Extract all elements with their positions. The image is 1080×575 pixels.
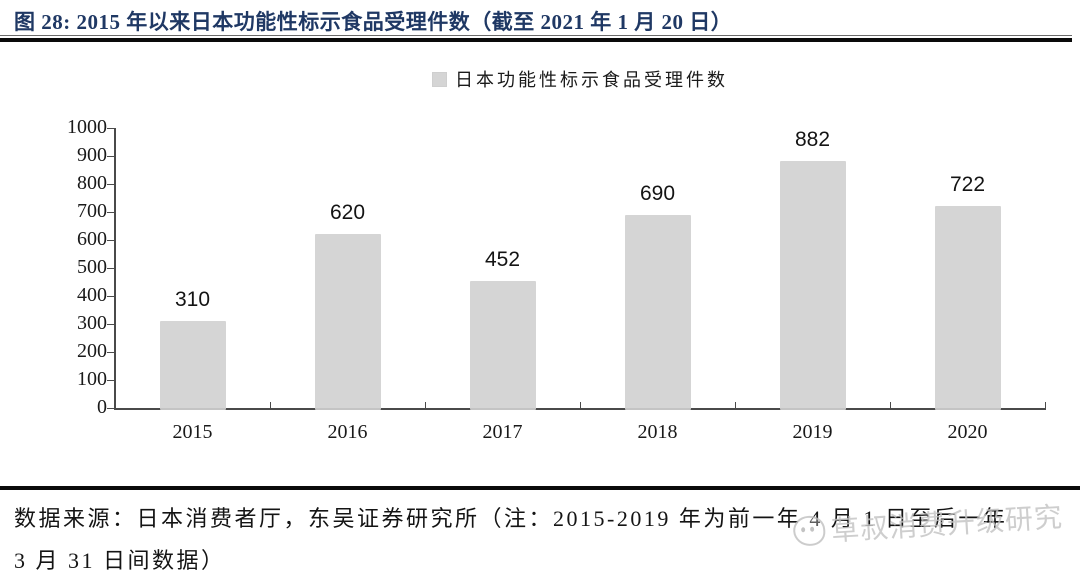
bar xyxy=(779,161,846,410)
y-tick-label: 200 xyxy=(77,340,107,362)
y-tick-mark xyxy=(107,239,114,241)
legend-swatch xyxy=(432,71,447,87)
x-tick-label: 2018 xyxy=(637,421,678,443)
legend-label: 日本功能性标示食品受理件数 xyxy=(455,70,728,90)
source-note: 数据来源：日本消费者厅，东吴证券研究所（注：2015-2019 年为前一年 4 … xyxy=(14,498,1064,575)
y-tick-label: 1000 xyxy=(67,116,107,138)
y-tick-mark xyxy=(107,155,114,157)
bar xyxy=(469,281,536,410)
y-tick-label: 400 xyxy=(77,284,107,306)
source-note-line2: 3 月 31 日间数据） xyxy=(14,548,226,573)
bar-value-label: 882 xyxy=(794,128,831,152)
x-tick-label: 2017 xyxy=(482,421,523,443)
y-tick-mark xyxy=(107,295,114,297)
y-tick-label: 0 xyxy=(97,396,107,418)
x-tick-label: 2019 xyxy=(792,421,833,443)
x-tick-label: 2020 xyxy=(947,421,988,443)
bar xyxy=(624,214,691,410)
y-tick-mark xyxy=(107,267,114,269)
y-tick-label: 600 xyxy=(77,228,107,250)
figure-title: 图 28: 2015 年以来日本功能性标示食品受理件数（截至 2021 年 1 … xyxy=(14,10,733,34)
x-tick-mark xyxy=(1044,402,1046,408)
bar xyxy=(314,234,381,410)
title-rule-thin xyxy=(0,35,1072,36)
x-tick-label: 2015 xyxy=(172,421,213,443)
x-tick-mark xyxy=(734,402,736,408)
x-tick-mark xyxy=(269,402,271,408)
y-tick-mark xyxy=(107,323,114,325)
bar-value-label: 722 xyxy=(949,172,986,196)
y-tick-label: 700 xyxy=(77,200,107,222)
bar-value-label: 452 xyxy=(484,248,521,272)
y-tick-label: 300 xyxy=(77,312,107,334)
bar-value-label: 690 xyxy=(639,181,676,205)
bar xyxy=(934,205,1001,410)
y-tick-mark xyxy=(107,211,114,213)
x-tick-mark xyxy=(889,402,891,408)
bar xyxy=(159,321,226,410)
bar-value-label: 310 xyxy=(174,288,211,312)
y-tick-label: 800 xyxy=(77,172,107,194)
bar-value-label: 620 xyxy=(329,201,366,225)
source-note-line1: 数据来源：日本消费者厅，东吴证券研究所（注：2015-2019 年为前一年 4 … xyxy=(14,506,1008,531)
y-tick-mark xyxy=(107,183,114,185)
y-tick-mark xyxy=(107,127,114,129)
y-tick-label: 500 xyxy=(77,256,107,278)
chart-legend: 日本功能性标示食品受理件数 xyxy=(115,69,1045,90)
x-axis-line xyxy=(114,408,1046,410)
title-rule-thick xyxy=(0,38,1072,42)
y-tick-label: 900 xyxy=(77,144,107,166)
x-tick-mark xyxy=(579,402,581,408)
x-tick-mark xyxy=(424,402,426,408)
y-tick-mark xyxy=(107,379,114,381)
y-tick-mark xyxy=(107,407,114,409)
y-tick-label: 100 xyxy=(77,368,107,390)
x-tick-label: 2016 xyxy=(327,421,368,443)
y-axis-line xyxy=(114,128,116,409)
y-tick-mark xyxy=(107,351,114,353)
footer-rule xyxy=(0,486,1080,490)
